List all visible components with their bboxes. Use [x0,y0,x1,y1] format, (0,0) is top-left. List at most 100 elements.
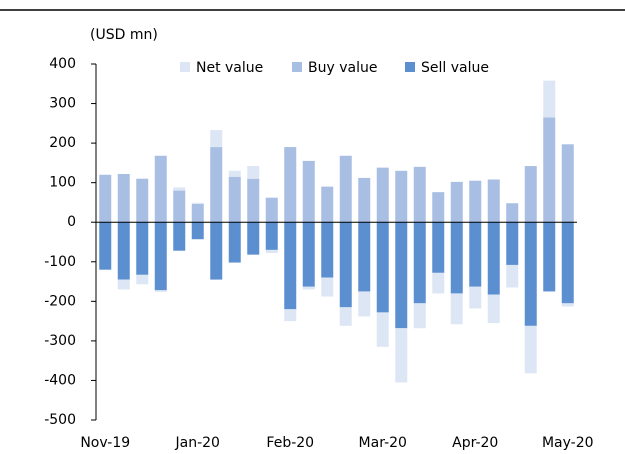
bar [265,197,278,223]
bar [561,303,574,307]
x-tick-label: Feb-20 [266,435,314,451]
bar [395,170,408,223]
bar [117,279,130,290]
bar [173,222,186,251]
bar [210,222,223,280]
bar [117,173,130,223]
bar [450,293,463,325]
bar [413,303,426,329]
bar [228,176,241,223]
bar [117,222,130,280]
y-tick-label: -200 [44,293,76,309]
x-tick-label: Jan-20 [175,435,220,451]
y-tick-label: 0 [67,214,76,230]
legend-swatch [405,62,415,72]
bar [469,286,482,309]
legend-swatch [292,62,302,72]
bar [561,222,574,304]
bar [173,190,186,223]
bar [302,222,315,287]
bar [469,180,482,223]
bar [191,204,204,223]
bar [487,294,500,324]
bar [358,291,371,317]
y-tick-label: 300 [49,96,76,112]
bar [506,264,519,288]
bar [395,328,408,383]
x-tick-label: Nov-19 [80,435,130,451]
y-tick-label: -300 [44,333,76,349]
y-tick-label: 200 [49,135,76,151]
bar [228,222,241,263]
bar [432,222,445,273]
bar [432,272,445,294]
bar [173,187,186,191]
bar [191,202,204,205]
bar [136,178,149,223]
y-tick-label: -100 [44,254,76,270]
bar [136,274,149,285]
bar [247,166,260,179]
y-tick-label: 100 [49,175,76,191]
bar [524,166,537,223]
bar [543,222,556,292]
bar [561,144,574,223]
bar [376,167,389,223]
y-tick-label: -400 [44,372,76,388]
bar [284,309,297,322]
bar [469,222,482,287]
bar [210,147,223,223]
bar [543,117,556,223]
bar [284,222,297,310]
bar [210,130,223,148]
x-tick-label: May-20 [542,435,594,451]
bar [302,160,315,223]
legend-swatch [180,62,190,72]
bar [228,170,241,177]
bar [450,181,463,223]
y-tick-label: -500 [44,412,76,428]
bar [154,155,167,223]
bar [265,249,278,254]
bar [321,277,334,297]
bar [413,166,426,223]
bar [321,186,334,223]
bar [99,222,112,270]
bar [543,80,556,118]
bar [487,179,500,223]
bar [524,325,537,374]
bar [154,222,167,291]
bar [247,222,260,255]
bar [99,174,112,223]
bar [358,222,371,292]
bar [136,222,149,275]
bar [321,222,334,278]
bar [432,192,445,223]
bar [247,178,260,223]
x-tick-label: Mar-20 [359,435,407,451]
bar [376,312,389,347]
bar [339,222,352,308]
bar [506,203,519,223]
bar [376,222,389,313]
bar [395,222,408,329]
x-tick-label: Apr-20 [452,435,498,451]
legend-label: Buy value [308,60,377,76]
bar [284,147,297,223]
bar [358,177,371,223]
bar [154,290,167,292]
bar [487,222,500,295]
bar [506,222,519,265]
legend-label: Net value [196,60,263,76]
bar [413,222,426,304]
bar [339,307,352,326]
bar [302,286,315,290]
bar [265,222,278,250]
y-tick-label: 400 [49,56,76,72]
bar [524,222,537,326]
bar [450,222,463,294]
bar [191,222,204,240]
bar [339,155,352,223]
legend-label: Sell value [421,60,489,76]
